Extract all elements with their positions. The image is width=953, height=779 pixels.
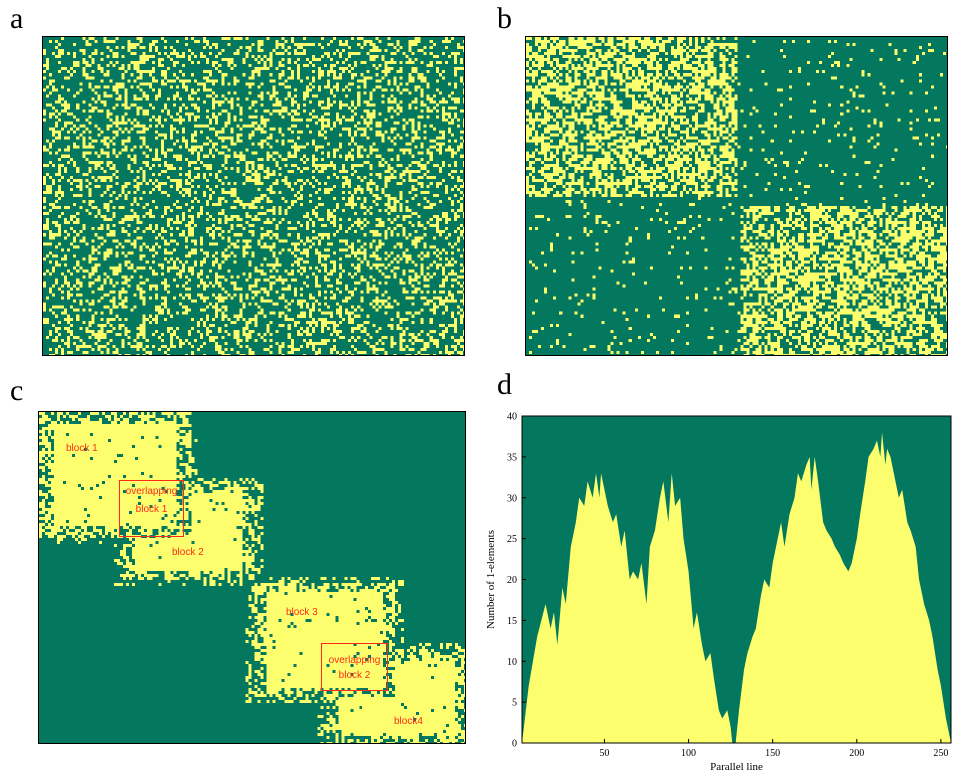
panel-label-a: a <box>10 2 24 35</box>
panel-d-area-chart: 0 5 10 15 20 25 30 35 40 50 100 150 200 250 Parallel l… <box>485 412 952 773</box>
y-tick-label: 35 <box>507 452 517 463</box>
panel-label-d: d <box>497 368 512 401</box>
x-tick-label: 200 <box>849 748 864 759</box>
y-tick-label: 5 <box>512 698 517 709</box>
panel-b-matrix <box>525 36 948 356</box>
series-area <box>522 432 951 743</box>
panel-c-matrix <box>38 411 466 744</box>
x-axis-label: Parallel line <box>710 761 763 773</box>
y-tick-label: 25 <box>507 534 517 545</box>
block-2-label: block 2 <box>172 547 204 558</box>
panel-a-matrix <box>42 36 465 356</box>
y-tick-label: 20 <box>507 575 517 586</box>
y-axis-label: Number of 1-elements <box>485 530 497 629</box>
overlapping-block-2-line2: block 2 <box>338 670 371 681</box>
x-tick-label: 150 <box>765 748 780 759</box>
x-tick-label: 250 <box>933 748 948 759</box>
overlapping-block-1-line1: overlapping <box>125 486 178 497</box>
y-tick-label: 0 <box>512 739 517 750</box>
y-tick-label: 40 <box>507 412 517 423</box>
y-tick-label: 30 <box>507 493 517 504</box>
panel-a-ones-cells <box>43 37 464 355</box>
overlapping-block-2-box <box>321 643 388 691</box>
overlapping-block-1-line2: block 1 <box>135 504 168 515</box>
y-tick-label: 10 <box>507 657 517 668</box>
panel-label-c: c <box>10 374 24 407</box>
x-tick-label: 100 <box>681 748 696 759</box>
block-1-label: block 1 <box>66 443 98 454</box>
panel-label-b: b <box>497 2 512 35</box>
y-tick-label: 15 <box>507 616 517 627</box>
overlapping-block-2-line1: overlapping <box>328 655 381 666</box>
block-3-label: block 3 <box>286 607 318 618</box>
block-4-label: block4 <box>394 716 423 727</box>
x-tick-label: 50 <box>599 748 609 759</box>
panel-c-ones-cells <box>39 412 465 743</box>
overlapping-block-1-box <box>119 480 184 537</box>
panel-b-ones-cells <box>526 37 947 355</box>
